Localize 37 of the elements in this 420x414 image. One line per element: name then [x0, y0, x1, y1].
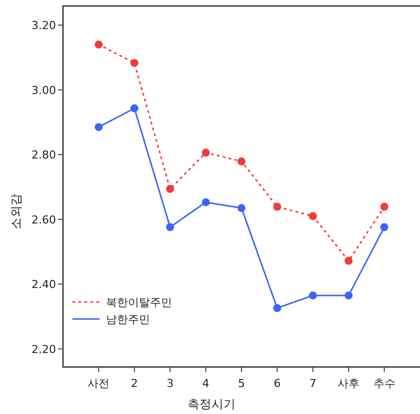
point — [273, 304, 282, 312]
x-tick-label: 사전 — [88, 377, 110, 390]
point — [380, 202, 388, 211]
y-tick-label: 2.20 — [32, 342, 56, 356]
point — [94, 123, 103, 132]
point — [166, 223, 174, 232]
x-tick-label: 5 — [238, 377, 245, 390]
point — [166, 184, 174, 193]
y-tick-label: 3.20 — [32, 19, 56, 32]
legend-label: 남한주민 — [106, 313, 150, 326]
point — [238, 157, 246, 166]
y-axis-title: 소외감 — [9, 194, 23, 230]
x-tick-label: 7 — [309, 377, 316, 390]
point — [273, 202, 282, 211]
x-tick-label: 4 — [202, 377, 210, 390]
legend-label: 북한이탈주민 — [106, 296, 172, 309]
y-tick-label: 2.40 — [32, 278, 56, 292]
point — [94, 40, 103, 49]
point — [344, 256, 353, 265]
x-tick-label: 추수 — [373, 377, 396, 390]
x-tick-label: 3 — [166, 377, 174, 390]
point — [238, 204, 246, 212]
point — [308, 291, 317, 300]
point — [202, 148, 210, 157]
point — [308, 212, 317, 220]
y-tick-label: 2.60 — [32, 213, 56, 226]
point — [380, 223, 388, 232]
point — [202, 198, 210, 206]
point — [344, 291, 353, 300]
point — [130, 104, 138, 112]
point — [130, 58, 138, 67]
y-tick-label: 2.80 — [32, 148, 56, 162]
x-tick-label: 6 — [274, 377, 281, 390]
y-tick-label: 3.00 — [32, 84, 56, 97]
x-tick-label: 사후 — [338, 377, 360, 390]
x-tick-label: 2 — [130, 377, 138, 390]
x-axis-title: 측정시기 — [188, 397, 236, 411]
